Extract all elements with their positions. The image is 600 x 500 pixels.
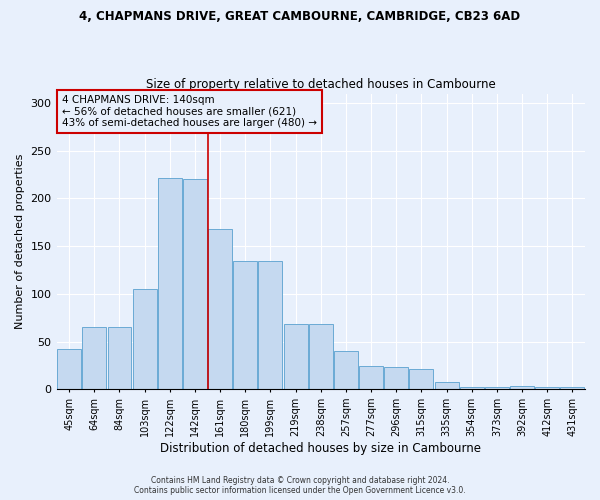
Bar <box>82 328 106 390</box>
Bar <box>510 386 534 390</box>
Bar <box>183 180 207 390</box>
Bar <box>158 178 182 390</box>
Bar <box>107 328 131 390</box>
Text: Contains HM Land Registry data © Crown copyright and database right 2024.
Contai: Contains HM Land Registry data © Crown c… <box>134 476 466 495</box>
Bar <box>133 289 157 390</box>
X-axis label: Distribution of detached houses by size in Cambourne: Distribution of detached houses by size … <box>160 442 481 455</box>
Y-axis label: Number of detached properties: Number of detached properties <box>15 154 25 329</box>
Bar <box>460 388 484 390</box>
Bar <box>485 388 509 390</box>
Bar <box>535 388 559 390</box>
Bar <box>409 370 433 390</box>
Bar <box>560 388 584 390</box>
Bar <box>57 349 81 390</box>
Text: 4 CHAPMANS DRIVE: 140sqm
← 56% of detached houses are smaller (621)
43% of semi-: 4 CHAPMANS DRIVE: 140sqm ← 56% of detach… <box>62 95 317 128</box>
Bar <box>233 260 257 390</box>
Bar <box>434 382 458 390</box>
Bar <box>385 368 408 390</box>
Bar <box>259 260 283 390</box>
Bar <box>208 229 232 390</box>
Text: 4, CHAPMANS DRIVE, GREAT CAMBOURNE, CAMBRIDGE, CB23 6AD: 4, CHAPMANS DRIVE, GREAT CAMBOURNE, CAMB… <box>79 10 521 23</box>
Bar <box>284 324 308 390</box>
Bar <box>359 366 383 390</box>
Title: Size of property relative to detached houses in Cambourne: Size of property relative to detached ho… <box>146 78 496 91</box>
Bar <box>334 351 358 390</box>
Bar <box>309 324 333 390</box>
